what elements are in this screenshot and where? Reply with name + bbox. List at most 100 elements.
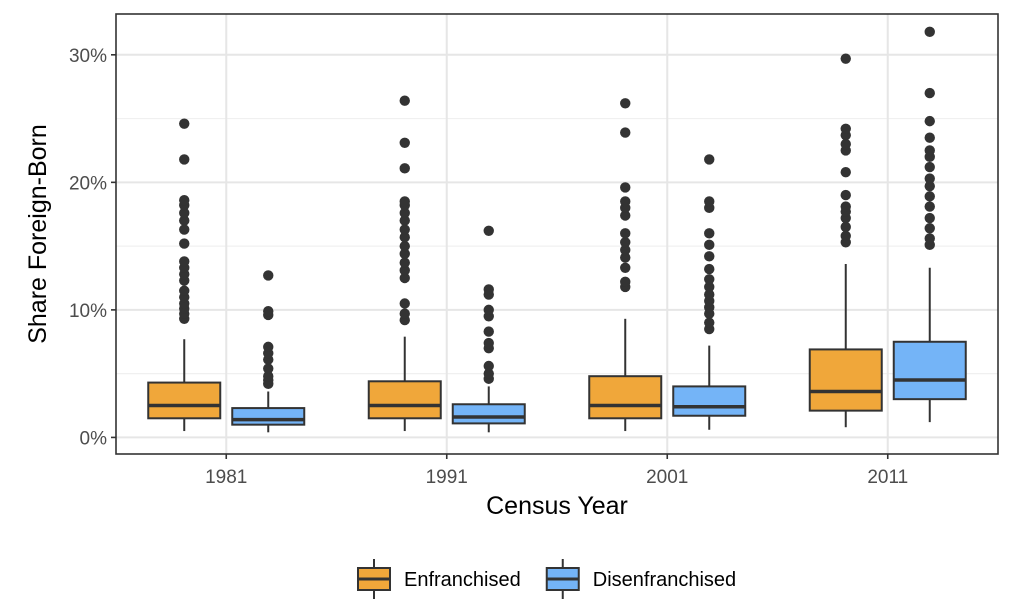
outlier-point — [620, 276, 631, 288]
y-tick-label: 0% — [80, 428, 108, 449]
legend: Enfranchised Disenfranchised — [357, 559, 736, 599]
y-tick-label: 10% — [69, 301, 107, 322]
iqr-box — [892, 340, 967, 401]
y-tick-label: 20% — [69, 173, 107, 194]
outlier-point — [924, 145, 935, 156]
box-enfranchised-1981 — [147, 118, 222, 432]
outlier-point — [399, 95, 410, 106]
legend-label: Disenfranchised — [593, 569, 736, 591]
x-tick-label: 1981 — [205, 467, 247, 488]
box-disenfranchised-2001 — [672, 154, 747, 430]
outlier-point — [924, 233, 935, 244]
outlier-point — [483, 304, 494, 316]
x-tick-label: 2001 — [646, 467, 688, 488]
outlier-point — [924, 212, 935, 224]
outlier-point — [483, 368, 494, 379]
outlier-point — [483, 225, 494, 237]
outlier-point — [704, 289, 715, 300]
iqr-box — [231, 407, 306, 426]
outlier-point — [179, 256, 190, 267]
outlier-point — [840, 166, 851, 178]
box-disenfranchised-2011 — [892, 26, 967, 423]
outlier-point — [399, 265, 410, 276]
outlier-point — [620, 228, 631, 239]
outlier-point — [620, 210, 631, 221]
outlier-point — [399, 240, 410, 252]
legend-item-disenfranchised: Disenfranchised — [545, 559, 736, 599]
outlier-point — [840, 53, 851, 64]
outlier-point — [263, 371, 274, 382]
outlier-point — [399, 207, 410, 219]
series-enfranchised — [147, 53, 883, 432]
box-enfranchised-1991 — [367, 95, 442, 432]
outlier-point — [179, 154, 190, 165]
outlier-point — [620, 252, 631, 263]
outlier-point — [399, 215, 410, 226]
outlier-point — [704, 274, 715, 285]
x-axis: 1981 1991 2001 2011 — [205, 454, 908, 488]
outlier-point — [483, 326, 494, 337]
outlier-point — [704, 263, 715, 275]
outlier-point — [840, 189, 851, 201]
series-disenfranchised — [231, 26, 967, 433]
outlier-point — [704, 317, 715, 328]
iqr-box — [808, 348, 883, 412]
gridlines — [116, 14, 998, 454]
outlier-point — [840, 230, 851, 242]
outlier-point — [399, 137, 410, 149]
outlier-point — [924, 115, 935, 127]
outlier-point — [620, 237, 631, 248]
outlier-point — [924, 132, 935, 143]
iqr-box — [367, 380, 442, 420]
box-disenfranchised-1991 — [451, 225, 526, 433]
outlier-point — [263, 363, 274, 374]
outlier-point — [399, 231, 410, 243]
outlier-point — [704, 239, 715, 251]
outlier-point — [840, 201, 851, 212]
outlier-point — [179, 285, 190, 296]
outlier-point — [179, 207, 190, 219]
x-axis-title: Census Year — [486, 492, 628, 520]
y-axis: 0% 10% 20% 30% — [69, 46, 116, 449]
outlier-point — [399, 163, 410, 174]
outlier-point — [704, 196, 715, 207]
iqr-box — [672, 385, 747, 417]
box-enfranchised-2001 — [588, 98, 663, 432]
outlier-point — [483, 284, 494, 295]
y-axis-title: Share Foreign-Born — [24, 124, 52, 344]
outlier-point — [704, 228, 715, 239]
outlier-point — [924, 180, 935, 192]
outlier-point — [704, 251, 715, 262]
outlier-point — [620, 244, 631, 256]
plot-border — [115, 13, 999, 455]
outlier-point — [924, 191, 935, 202]
outlier-point — [924, 26, 935, 38]
iqr-box — [451, 403, 526, 425]
outlier-point — [179, 215, 190, 226]
outlier-point — [924, 173, 935, 184]
x-tick-label: 1991 — [426, 467, 468, 488]
outlier-point — [840, 221, 851, 233]
outlier-point — [840, 123, 851, 134]
outlier-point — [399, 298, 410, 309]
outlier-point — [620, 182, 631, 193]
outlier-point — [483, 337, 494, 349]
outlier-point — [263, 305, 274, 317]
outlier-point — [620, 127, 631, 138]
outlier-point — [483, 360, 494, 372]
outlier-point — [399, 308, 410, 319]
y-tick-label: 30% — [69, 46, 107, 67]
outlier-point — [263, 341, 274, 353]
legend-item-enfranchised: Enfranchised — [357, 559, 521, 599]
outlier-point — [179, 118, 190, 129]
iqr-box — [588, 375, 663, 420]
outlier-point — [924, 223, 935, 234]
outlier-point — [179, 195, 190, 206]
outlier-point — [620, 196, 631, 207]
outlier-point — [399, 196, 410, 207]
outlier-point — [399, 272, 410, 284]
outlier-point — [924, 87, 935, 99]
outlier-point — [179, 238, 190, 249]
